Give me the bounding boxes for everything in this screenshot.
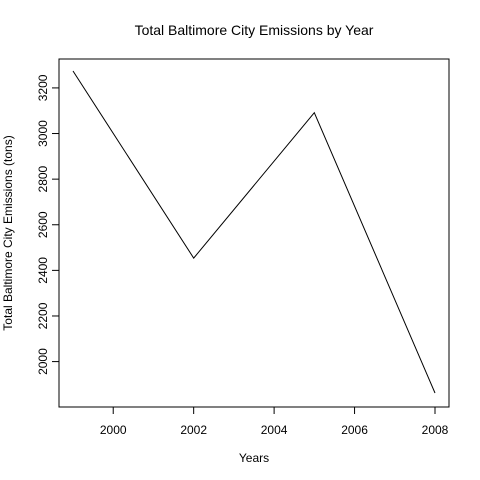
y-tick-label: 2000 bbox=[36, 348, 50, 375]
y-tick-label: 3200 bbox=[36, 74, 50, 101]
x-axis-label: Years bbox=[239, 451, 269, 465]
y-tick-label: 2400 bbox=[36, 257, 50, 284]
x-tick-label: 2000 bbox=[100, 423, 127, 437]
series-group bbox=[72, 70, 436, 394]
y-tick-label: 2600 bbox=[36, 211, 50, 238]
x-axis: 2000 2002 2004 2006 2008 bbox=[100, 407, 449, 437]
x-tick-label: 2002 bbox=[180, 423, 207, 437]
series-line bbox=[72, 70, 436, 394]
x-tick-label: 2008 bbox=[422, 423, 449, 437]
y-tick-label: 3000 bbox=[36, 120, 50, 147]
chart-title: Total Baltimore City Emissions by Year bbox=[135, 22, 374, 38]
y-axis: 2000 2200 2400 2600 2800 3000 3200 bbox=[36, 74, 59, 375]
y-tick-label: 2800 bbox=[36, 165, 50, 192]
y-axis-label: Total Baltimore City Emissions (tons) bbox=[1, 135, 15, 330]
y-tick-label: 2200 bbox=[36, 302, 50, 329]
plot-frame bbox=[58, 58, 450, 408]
x-tick-label: 2006 bbox=[341, 423, 368, 437]
x-tick-label: 2004 bbox=[261, 423, 288, 437]
